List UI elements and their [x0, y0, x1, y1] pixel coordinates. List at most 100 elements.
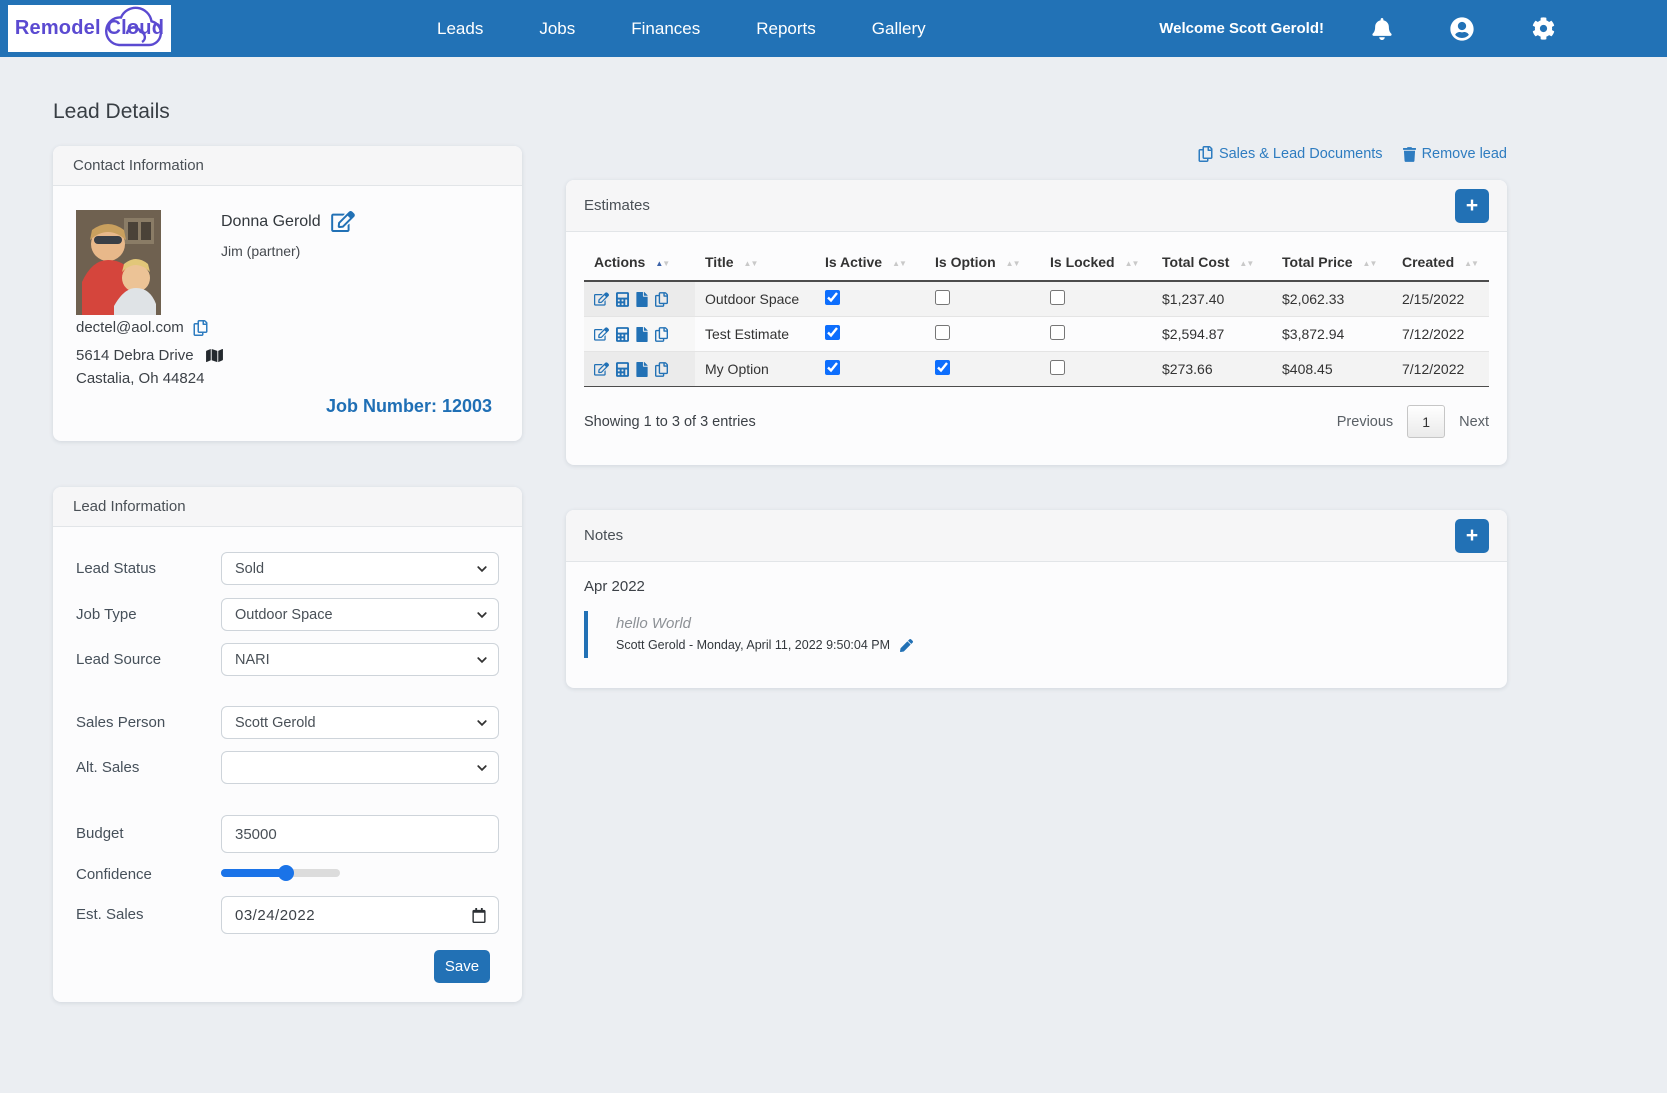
- edit-contact-icon[interactable]: [331, 211, 355, 232]
- is-active-checkbox[interactable]: [825, 325, 840, 340]
- calculator-icon[interactable]: [616, 362, 629, 377]
- pagination: Previous 1 Next: [1337, 405, 1489, 438]
- documents-copy-icon: [1198, 146, 1213, 162]
- column-header-is-locked[interactable]: Is Locked▲▼: [1040, 244, 1152, 281]
- job-type-label: Job Type: [76, 606, 137, 623]
- add-note-button[interactable]: +: [1455, 519, 1489, 553]
- lead-source-label: Lead Source: [76, 651, 161, 668]
- chevron-down-icon: [476, 563, 488, 575]
- notifications-bell-icon[interactable]: [1372, 18, 1392, 40]
- estimates-card: Estimates + Actions▲▼ Title▲▼ Is Active▲…: [566, 180, 1507, 465]
- save-button[interactable]: Save: [434, 950, 490, 983]
- nav-item-finances[interactable]: Finances: [631, 19, 700, 39]
- previous-page-button[interactable]: Previous: [1337, 414, 1393, 430]
- actions-cell: [584, 352, 695, 387]
- column-header-is-active[interactable]: Is Active▲▼: [815, 244, 925, 281]
- copy-estimate-icon[interactable]: [655, 327, 668, 342]
- sales-lead-documents-link[interactable]: Sales & Lead Documents: [1198, 146, 1383, 162]
- contact-information-card: Contact Information Donna Gerold Jim (pa…: [53, 146, 522, 441]
- total-cost-cell: $2,594.87: [1152, 317, 1272, 352]
- column-header-total-price[interactable]: Total Price▲▼: [1272, 244, 1392, 281]
- chevron-down-icon: [476, 654, 488, 666]
- confidence-slider[interactable]: [221, 866, 340, 880]
- actions-cell: [584, 281, 695, 317]
- map-icon[interactable]: [206, 348, 223, 363]
- edit-note-pencil-icon[interactable]: [900, 639, 913, 652]
- lead-source-select[interactable]: NARI: [221, 643, 499, 676]
- is-option-cell: [925, 317, 1040, 352]
- copy-email-icon[interactable]: [193, 320, 208, 336]
- edit-estimate-icon[interactable]: [594, 327, 609, 341]
- notes-group-date: Apr 2022: [584, 578, 1489, 595]
- is-locked-checkbox[interactable]: [1050, 325, 1065, 340]
- add-estimate-button[interactable]: +: [1455, 189, 1489, 223]
- is-option-cell: [925, 352, 1040, 387]
- job-type-select[interactable]: Outdoor Space: [221, 598, 499, 631]
- is-active-checkbox[interactable]: [825, 360, 840, 375]
- main-nav: Leads Jobs Finances Reports Gallery: [437, 0, 926, 57]
- total-cost-cell: $1,237.40: [1152, 281, 1272, 317]
- column-header-title[interactable]: Title▲▼: [695, 244, 815, 281]
- confidence-slider-thumb[interactable]: [278, 865, 294, 881]
- document-icon[interactable]: [636, 362, 648, 377]
- is-locked-checkbox[interactable]: [1050, 290, 1065, 305]
- is-option-checkbox[interactable]: [935, 360, 950, 375]
- is-option-checkbox[interactable]: [935, 290, 950, 305]
- budget-input[interactable]: [221, 815, 499, 853]
- column-header-actions[interactable]: Actions▲▼: [584, 244, 695, 281]
- total-price-cell: $408.45: [1272, 352, 1392, 387]
- nav-item-reports[interactable]: Reports: [756, 19, 816, 39]
- is-locked-checkbox[interactable]: [1050, 360, 1065, 375]
- nav-item-jobs[interactable]: Jobs: [539, 19, 575, 39]
- next-page-button[interactable]: Next: [1459, 414, 1489, 430]
- alt-sales-select[interactable]: [221, 751, 499, 784]
- calculator-icon[interactable]: [616, 327, 629, 342]
- notes-card-title: Notes: [584, 527, 623, 544]
- remove-lead-link[interactable]: Remove lead: [1403, 146, 1507, 162]
- column-header-total-cost[interactable]: Total Cost▲▼: [1152, 244, 1272, 281]
- contact-email: dectel@aol.com: [76, 319, 184, 336]
- lead-information-card: Lead Information Lead Status Sold Job Ty…: [53, 487, 522, 1002]
- document-icon[interactable]: [636, 327, 648, 342]
- sales-person-select[interactable]: Scott Gerold: [221, 706, 499, 739]
- trash-icon: [1403, 147, 1416, 162]
- welcome-text: Welcome Scott Gerold!: [1159, 20, 1324, 37]
- contact-name: Donna Gerold: [221, 213, 321, 231]
- table-row: Test Estimate$2,594.87$3,872.947/12/2022: [584, 317, 1489, 352]
- edit-estimate-icon[interactable]: [594, 362, 609, 376]
- column-header-is-option[interactable]: Is Option▲▼: [925, 244, 1040, 281]
- is-active-checkbox[interactable]: [825, 290, 840, 305]
- estimates-card-title: Estimates: [584, 197, 650, 214]
- lead-status-select[interactable]: Sold: [221, 552, 499, 585]
- chevron-down-icon: [476, 717, 488, 729]
- created-cell: 7/12/2022: [1392, 352, 1489, 387]
- estimate-title-cell: Test Estimate: [695, 317, 815, 352]
- nav-item-leads[interactable]: Leads: [437, 19, 483, 39]
- note-item: hello World Scott Gerold - Monday, April…: [584, 611, 1489, 658]
- est-sales-date-input[interactable]: 03/24/2022: [221, 896, 499, 934]
- nav-item-gallery[interactable]: Gallery: [872, 19, 926, 39]
- is-locked-cell: [1040, 281, 1152, 317]
- contact-photo: [76, 210, 161, 315]
- top-navbar: Remodel Cloud Leads Jobs Finances Report…: [0, 0, 1667, 57]
- edit-estimate-icon[interactable]: [594, 292, 609, 306]
- copy-estimate-icon[interactable]: [655, 292, 668, 307]
- user-account-icon[interactable]: [1450, 17, 1474, 41]
- settings-gear-icon[interactable]: [1532, 17, 1555, 40]
- lead-info-card-title: Lead Information: [73, 498, 186, 515]
- total-price-cell: $2,062.33: [1272, 281, 1392, 317]
- document-icon[interactable]: [636, 292, 648, 307]
- table-row: My Option$273.66$408.457/12/2022: [584, 352, 1489, 387]
- note-meta: Scott Gerold - Monday, April 11, 2022 9:…: [616, 638, 890, 652]
- estimates-table: Actions▲▼ Title▲▼ Is Active▲▼ Is Option▲…: [584, 244, 1489, 387]
- is-option-checkbox[interactable]: [935, 325, 950, 340]
- page-1-button[interactable]: 1: [1407, 405, 1445, 438]
- is-active-cell: [815, 352, 925, 387]
- copy-estimate-icon[interactable]: [655, 362, 668, 377]
- column-header-created[interactable]: Created▲▼: [1392, 244, 1489, 281]
- calendar-icon[interactable]: [472, 908, 486, 923]
- calculator-icon[interactable]: [616, 292, 629, 307]
- app-logo[interactable]: Remodel Cloud: [8, 5, 171, 52]
- navbar-right: Welcome Scott Gerold!: [1159, 0, 1555, 57]
- total-price-cell: $3,872.94: [1272, 317, 1392, 352]
